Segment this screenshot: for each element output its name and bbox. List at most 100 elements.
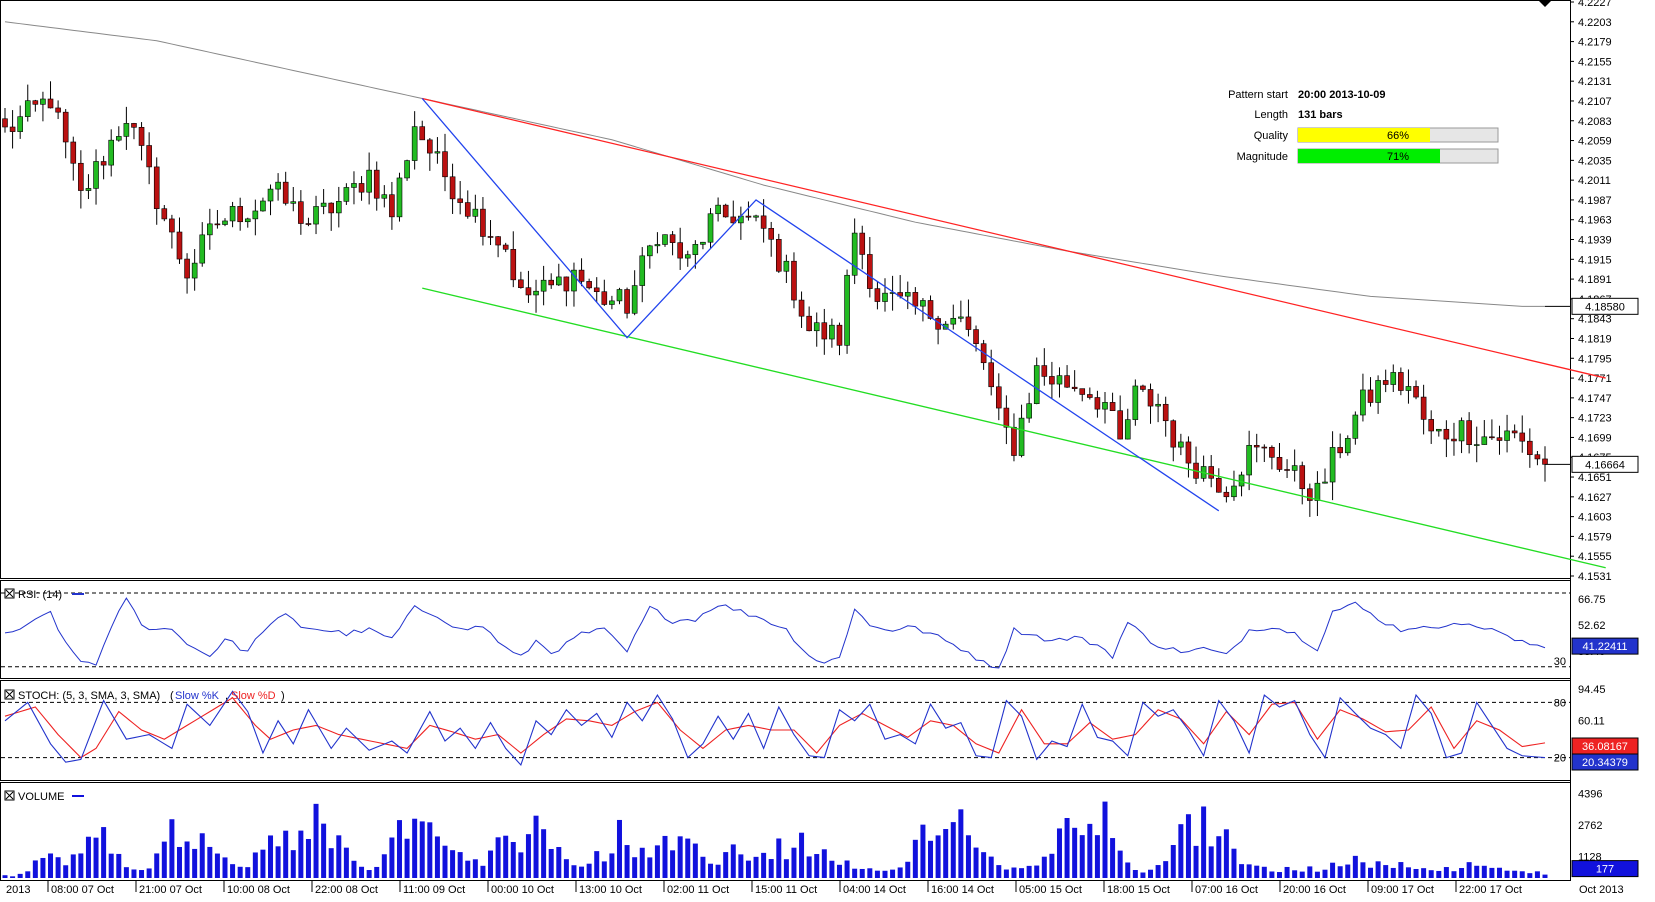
volume-bar xyxy=(1231,848,1237,878)
volume-bar xyxy=(298,830,304,878)
volume-bar xyxy=(465,860,471,878)
candle-down xyxy=(1087,394,1093,398)
volume-bar xyxy=(1087,823,1093,878)
volume-bar xyxy=(988,856,994,878)
candle-down xyxy=(798,299,805,317)
volume-bar xyxy=(1117,850,1123,878)
volume-bar xyxy=(434,836,440,878)
volume-bar xyxy=(624,845,630,878)
candle-down xyxy=(176,231,183,260)
candle-up xyxy=(958,316,964,319)
volume-bar xyxy=(654,845,660,878)
volume-bar xyxy=(396,820,402,878)
volume-bar xyxy=(154,853,160,878)
rsi-value-box xyxy=(1571,637,1639,655)
volume-bar xyxy=(510,842,516,878)
candle-down xyxy=(912,292,919,307)
volume-bar xyxy=(677,836,683,878)
candle-down xyxy=(859,232,866,255)
stoch-d-current-value: 36.08167 xyxy=(1582,741,1628,753)
volume-bar xyxy=(745,860,751,878)
volume-bar xyxy=(1534,871,1540,878)
candle-down xyxy=(1215,477,1222,493)
volume-title-text: VOLUME xyxy=(18,791,64,803)
stoch-d-close-paren: ) xyxy=(281,690,285,702)
volume-bar xyxy=(1132,870,1138,878)
volume-bar xyxy=(1368,867,1374,878)
volume-bar xyxy=(723,852,729,878)
volume-bar xyxy=(290,850,296,878)
stoch-tick-label: 60.11 xyxy=(1578,716,1605,728)
volume-bar xyxy=(829,860,835,878)
price-tick-label: 4.2059 xyxy=(1578,136,1612,148)
candle-up xyxy=(882,292,888,302)
candle-down xyxy=(1519,432,1526,442)
volume-bar xyxy=(1011,867,1017,878)
current-price-label-box xyxy=(1571,455,1639,473)
volume-bar xyxy=(1026,865,1032,878)
candle-up xyxy=(191,262,198,279)
volume-bar xyxy=(176,846,182,878)
candle-down xyxy=(525,287,532,296)
volume-bar xyxy=(844,860,850,878)
candle-down xyxy=(9,126,16,132)
candle-down xyxy=(62,111,69,143)
candle-down xyxy=(806,315,812,332)
candle-up xyxy=(1155,403,1161,407)
candle-down xyxy=(1162,403,1169,422)
volume-bar xyxy=(1284,866,1290,878)
volume-bar xyxy=(563,859,569,878)
x-tick-label: 07:00 16 Oct xyxy=(1195,884,1258,896)
volume-bar xyxy=(237,866,243,878)
volume-bar xyxy=(275,846,281,878)
candle-up xyxy=(631,285,638,314)
volume-bar xyxy=(1307,866,1313,878)
collapse-arrow-icon[interactable] xyxy=(1538,0,1552,7)
candle-down xyxy=(373,169,380,199)
volume-bar xyxy=(1352,855,1358,878)
volume-bar xyxy=(381,854,387,878)
candle-up xyxy=(1132,385,1139,420)
candle-down xyxy=(1527,440,1533,455)
candle-up xyxy=(1375,380,1381,403)
candle-up xyxy=(851,232,858,276)
candle-up xyxy=(1033,365,1040,404)
volume-bar xyxy=(1496,867,1502,878)
candle-down xyxy=(70,141,77,164)
volume-bar xyxy=(1443,867,1449,878)
candle-up xyxy=(639,255,646,286)
candle-up xyxy=(366,169,372,193)
candle-down xyxy=(1367,389,1374,403)
volume-bar xyxy=(996,865,1002,878)
candle-up xyxy=(1458,420,1465,442)
volume-bar xyxy=(730,844,736,878)
candle-up xyxy=(396,177,403,218)
pattern-magnitude-label: Magnitude xyxy=(1237,151,1288,163)
volume-bar xyxy=(1330,862,1336,878)
volume-bar xyxy=(1292,870,1298,878)
candle-down xyxy=(669,234,676,243)
volume-bar xyxy=(950,822,956,878)
candle-down xyxy=(55,107,61,113)
volume-current-value: 177 xyxy=(1596,864,1614,876)
price-tick-label: 4.1579 xyxy=(1578,531,1612,543)
volume-bar xyxy=(230,864,236,878)
volume-bar xyxy=(928,840,934,878)
volume-bar xyxy=(905,861,911,878)
volume-bar xyxy=(1208,846,1214,878)
volume-bar xyxy=(412,818,418,878)
volume-tick-label: 2762 xyxy=(1578,820,1602,832)
candle-up xyxy=(222,220,228,225)
candle-down xyxy=(1443,428,1450,440)
candle-up xyxy=(1314,482,1321,501)
price-tick-label: 4.1771 xyxy=(1578,373,1612,385)
x-tick-label: 21:00 07 Oct xyxy=(139,884,202,896)
volume-bar xyxy=(404,838,410,878)
candle-up xyxy=(1360,389,1366,416)
volume-bar xyxy=(1223,829,1229,878)
x-tick-label: 09:00 17 Oct xyxy=(1371,884,1434,896)
rsi-title: RSI: (14) xyxy=(4,588,84,601)
candle-down xyxy=(1064,375,1070,388)
candle-up xyxy=(472,208,479,217)
